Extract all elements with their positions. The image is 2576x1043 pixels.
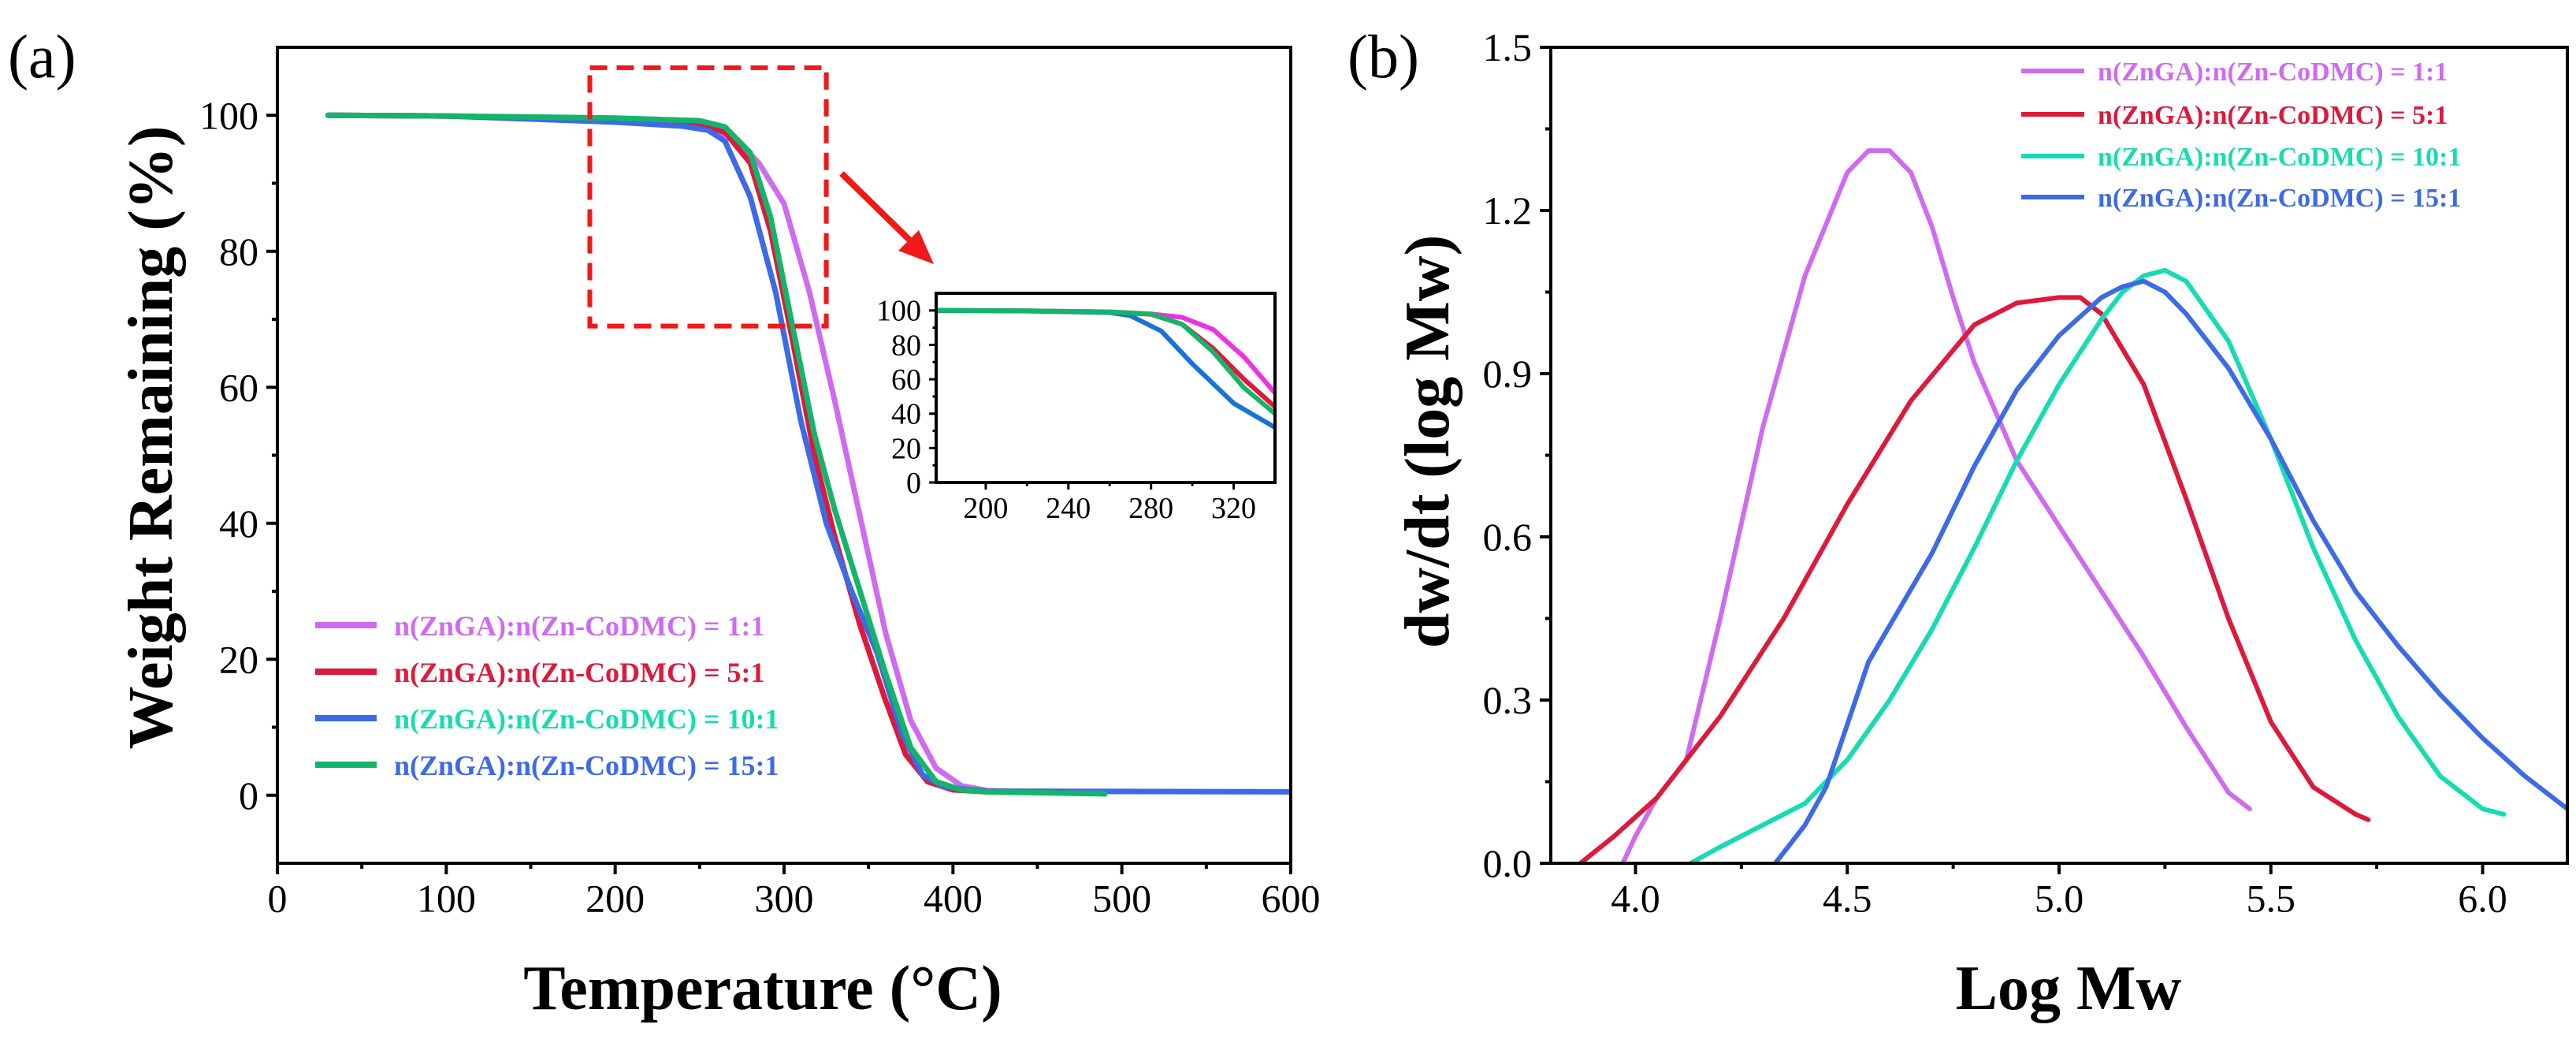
b-ytick-label-1: 0.3 [1483,678,1533,722]
b-xtick-label-0: 4.0 [1611,877,1660,921]
b-ytick-label-2: 0.6 [1483,515,1533,559]
a-xtick-label-1: 100 [417,877,476,921]
inset-ytick-label-3: 60 [891,363,921,397]
b-ytick-label-0: 0.0 [1483,841,1533,885]
b-xtick-label-4: 6.0 [2458,877,2507,921]
panel-a-xlabel: Temperature (°C) [523,954,1002,1023]
legend-a-entry-3: n(ZnGA):n(Zn-CoDMC) = 10:1 [394,703,779,735]
inset-ytick-label-4: 80 [891,329,921,362]
panel-a: (a) Temperature (°C) Weight Remaining (%… [8,22,1321,1023]
inset-xtick-label-0: 200 [963,492,1008,525]
b-ytick-label-5: 1.5 [1483,25,1533,69]
a-xtick-label-5: 500 [1092,877,1151,921]
legend-a-entry-1: n(ZnGA):n(Zn-CoDMC) = 1:1 [394,610,765,642]
inset-plot-bg [936,293,1275,482]
inset-ytick-label-5: 100 [876,295,921,328]
b-plot-bg [1551,47,2567,863]
panel-b: (b) Log Mw dw/dt (log Mw) 4.0 4.5 5.0 5.5 6.… [1347,22,2569,1023]
inset-ytick-label-0: 0 [906,467,921,500]
legend-a-entry-2: n(ZnGA):n(Zn-CoDMC) = 5:1 [394,657,765,688]
a-series-group [325,112,1291,797]
a-xtick-label-4: 400 [924,877,983,921]
a-ytick-label-0: 0 [239,773,258,818]
panel-b-label: (b) [1347,22,1419,91]
panel-a-label: (a) [8,22,76,91]
inset-ytick-label-2: 40 [891,398,921,431]
panel-b-ylabel: dw/dt (log Mw) [1393,235,1463,648]
a-ytick-label-2: 40 [219,501,258,546]
inset-series-group [936,307,1275,430]
a-xtick-label-3: 300 [755,877,814,921]
b-series-group [1578,148,2567,863]
b-ytick-label-3: 0.9 [1483,352,1533,396]
legend-b-entry-1: n(ZnGA):n(Zn-CoDMC) = 1:1 [2098,58,2448,87]
b-series-line-2 [1578,295,2371,863]
legend-b-entry-3: n(ZnGA):n(Zn-CoDMC) = 10:1 [2098,143,2461,172]
inset-xtick-label-1: 240 [1046,492,1091,525]
b-series-line-1 [1620,148,2252,863]
b-series-line-4 [1772,278,2567,863]
zoom-box [587,65,829,329]
legend-a-entry-4: n(ZnGA):n(Zn-CoDMC) = 15:1 [394,750,779,781]
a-xtick-label-0: 0 [268,877,288,921]
a-ytick-label-3: 60 [219,365,258,409]
a-xtick-label-6: 600 [1262,877,1321,921]
legend-b-entry-4: n(ZnGA):n(Zn-CoDMC) = 15:1 [2098,184,2461,213]
inset-xtick-label-2: 280 [1128,492,1173,525]
a-ytick-label-1: 20 [219,637,258,681]
panel-b-xlabel: Log Mw [1956,954,2182,1023]
b-series-line-3 [1688,267,2507,863]
inset-axes-frame [935,292,1277,484]
a-series-line-4 [325,112,1108,797]
zoom-arrow [839,171,934,264]
b-ytick-label-4: 1.2 [1483,188,1533,233]
b-xtick-label-2: 5.0 [2035,877,2084,921]
b-xtick-label-3: 5.5 [2247,877,2296,921]
legend-b-entry-2: n(ZnGA):n(Zn-CoDMC) = 5:1 [2098,101,2448,130]
inset-ytick-label-1: 20 [891,432,921,465]
panel-b-legend: n(ZnGA):n(Zn-CoDMC) = 1:1 n(ZnGA):n(Zn-C… [2021,58,2461,213]
a-series-line-3 [325,112,1291,795]
a-ytick-label-5: 100 [199,93,258,137]
a-ytick-label-4: 80 [219,229,258,274]
panel-a-ylabel: Weight Remaining (%) [117,125,186,749]
a-xtick-label-2: 200 [585,877,645,921]
inset-series-line-4 [936,307,1275,416]
b-xtick-label-1: 4.5 [1823,877,1872,921]
inset-xtick-label-3: 320 [1211,492,1256,525]
panel-a-legend: n(ZnGA):n(Zn-CoDMC) = 1:1 n(ZnGA):n(Zn-C… [315,610,779,781]
